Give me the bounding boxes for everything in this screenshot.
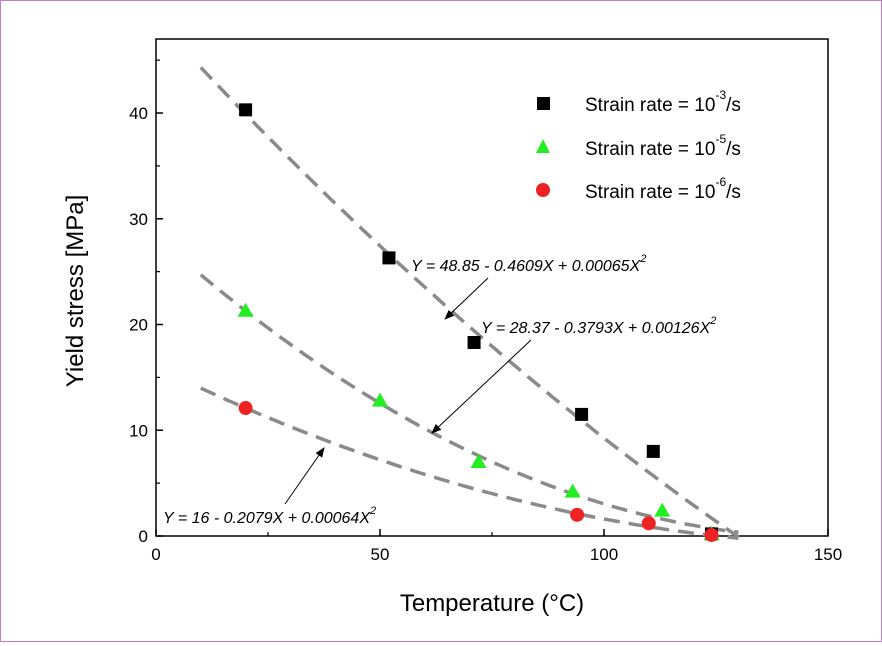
y-tick-label: 0 <box>139 527 148 546</box>
fit-curves <box>199 66 740 540</box>
y-axis-label: Yield stress [MPa] <box>62 195 89 388</box>
data-point-square <box>239 103 253 117</box>
fit-curve <box>200 386 739 540</box>
data-point-circle <box>238 401 253 416</box>
data-point-triangle <box>654 502 671 517</box>
x-axis-label: Temperature (°C) <box>400 590 584 617</box>
legend: Strain rate = 10-3/s Strain rate = 10-5/… <box>536 88 741 203</box>
legend-marker-square <box>537 97 550 110</box>
data-point-circle <box>704 527 719 542</box>
x-tick-label: 150 <box>814 545 842 564</box>
axis-ticks: 0 50 100 150 0 10 20 30 40 <box>129 59 842 564</box>
y-tick-label: 10 <box>129 421 148 440</box>
legend-marker-triangle <box>536 139 550 153</box>
data-point-circle <box>641 516 656 531</box>
x-tick-label: 50 <box>371 545 390 564</box>
data-point-square <box>575 407 589 421</box>
annotation-series-3: Y = 16 - 0.2079X + 0.00064X2 <box>163 447 376 527</box>
y-tick-label: 30 <box>129 210 148 229</box>
fit-equation-label: Y = 16 - 0.2079X + 0.00064X2 <box>163 505 376 527</box>
annotation-arrow <box>431 339 532 434</box>
legend-entry: Strain rate = 10-3/s <box>537 88 741 116</box>
data-point-circle <box>570 507 585 522</box>
y-tick-label: 20 <box>129 316 148 335</box>
annotation-arrow <box>444 277 489 320</box>
fit-curve <box>199 273 739 534</box>
data-point-square <box>382 251 396 265</box>
data-point-square <box>646 444 660 458</box>
data-point-square <box>467 335 481 349</box>
fit-equation-label: Y = 28.37 - 0.3793X + 0.00126X2 <box>481 315 716 337</box>
data-point-triangle <box>372 392 388 407</box>
annotation-series-1: Y = 48.85 - 0.4609X + 0.00065X2 <box>411 253 646 320</box>
annotation-series-2: Y = 28.37 - 0.3793X + 0.00126X2 <box>431 315 716 434</box>
legend-entry: Strain rate = 10-5/s <box>536 132 741 160</box>
legend-marker-circle <box>536 183 550 197</box>
x-tick-label: 0 <box>151 545 160 564</box>
data-point-triangle <box>470 453 487 468</box>
y-tick-label: 40 <box>129 104 148 123</box>
legend-label: Strain rate = 10-5/s <box>585 132 741 160</box>
data-points <box>237 103 720 542</box>
data-point-triangle <box>564 483 581 498</box>
data-point-triangle <box>237 302 254 317</box>
fit-equation-label: Y = 48.85 - 0.4609X + 0.00065X2 <box>411 253 646 275</box>
legend-label: Strain rate = 10-3/s <box>585 88 741 116</box>
x-tick-label: 100 <box>590 545 618 564</box>
annotation-arrow <box>284 447 325 505</box>
fit-curve <box>199 66 740 539</box>
legend-entry: Strain rate = 10-6/s <box>536 175 741 203</box>
legend-label: Strain rate = 10-6/s <box>585 175 741 203</box>
